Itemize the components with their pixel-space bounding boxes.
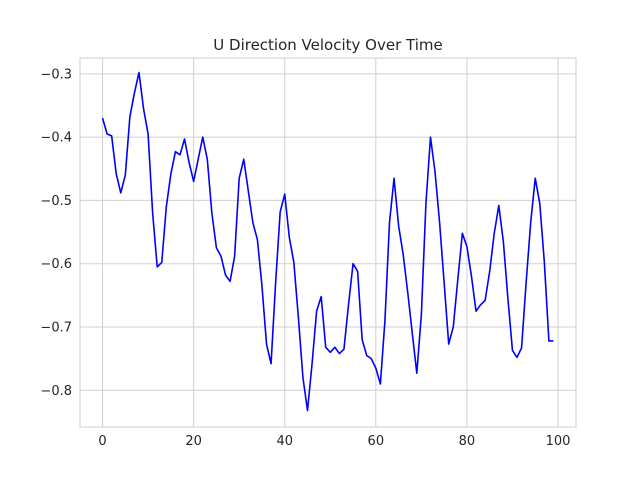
series-line [101,71,554,412]
y-tick-label: −0.3 [40,67,72,82]
series-layer [101,71,554,412]
y-axis-ticks: −0.8 −0.7 −0.6 −0.5 −0.4 −0.3 [40,67,72,398]
x-tick-label: 0 [98,434,106,449]
x-tick-label: 100 [546,434,571,449]
plot-area-frame [79,57,577,428]
y-tick-label: −0.8 [40,384,72,399]
x-tick-label: 20 [185,434,202,449]
x-tick-label: 80 [459,434,476,449]
x-axis-ticks: 0 20 40 60 80 100 [98,434,570,449]
y-tick-label: −0.4 [40,131,72,146]
y-tick-label: −0.6 [40,257,72,272]
grid-lines [80,58,576,427]
x-tick-label: 60 [368,434,385,449]
x-tick-label: 40 [276,434,293,449]
y-tick-label: −0.7 [40,320,72,335]
y-tick-label: −0.5 [40,194,72,209]
chart-title: U Direction Velocity Over Time [213,36,442,54]
